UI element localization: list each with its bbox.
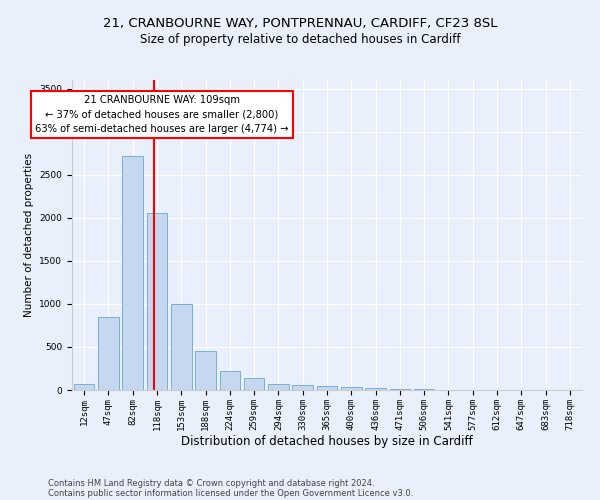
Y-axis label: Number of detached properties: Number of detached properties xyxy=(24,153,34,317)
Bar xyxy=(317,386,337,390)
Bar xyxy=(171,304,191,390)
Bar xyxy=(389,388,410,390)
X-axis label: Distribution of detached houses by size in Cardiff: Distribution of detached houses by size … xyxy=(181,436,473,448)
Bar xyxy=(220,370,240,390)
Bar xyxy=(98,317,119,390)
Text: Size of property relative to detached houses in Cardiff: Size of property relative to detached ho… xyxy=(140,32,460,46)
Bar xyxy=(74,384,94,390)
Bar xyxy=(341,388,362,390)
Text: 21 CRANBOURNE WAY: 109sqm
← 37% of detached houses are smaller (2,800)
63% of se: 21 CRANBOURNE WAY: 109sqm ← 37% of detac… xyxy=(35,94,289,134)
Bar xyxy=(244,378,265,390)
Bar xyxy=(146,212,167,390)
Bar xyxy=(268,384,289,390)
Text: 21, CRANBOURNE WAY, PONTPRENNAU, CARDIFF, CF23 8SL: 21, CRANBOURNE WAY, PONTPRENNAU, CARDIFF… xyxy=(103,18,497,30)
Bar xyxy=(122,156,143,390)
Bar xyxy=(292,386,313,390)
Bar xyxy=(414,389,434,390)
Text: Contains public sector information licensed under the Open Government Licence v3: Contains public sector information licen… xyxy=(48,488,413,498)
Bar xyxy=(195,351,216,390)
Text: Contains HM Land Registry data © Crown copyright and database right 2024.: Contains HM Land Registry data © Crown c… xyxy=(48,478,374,488)
Bar xyxy=(365,388,386,390)
